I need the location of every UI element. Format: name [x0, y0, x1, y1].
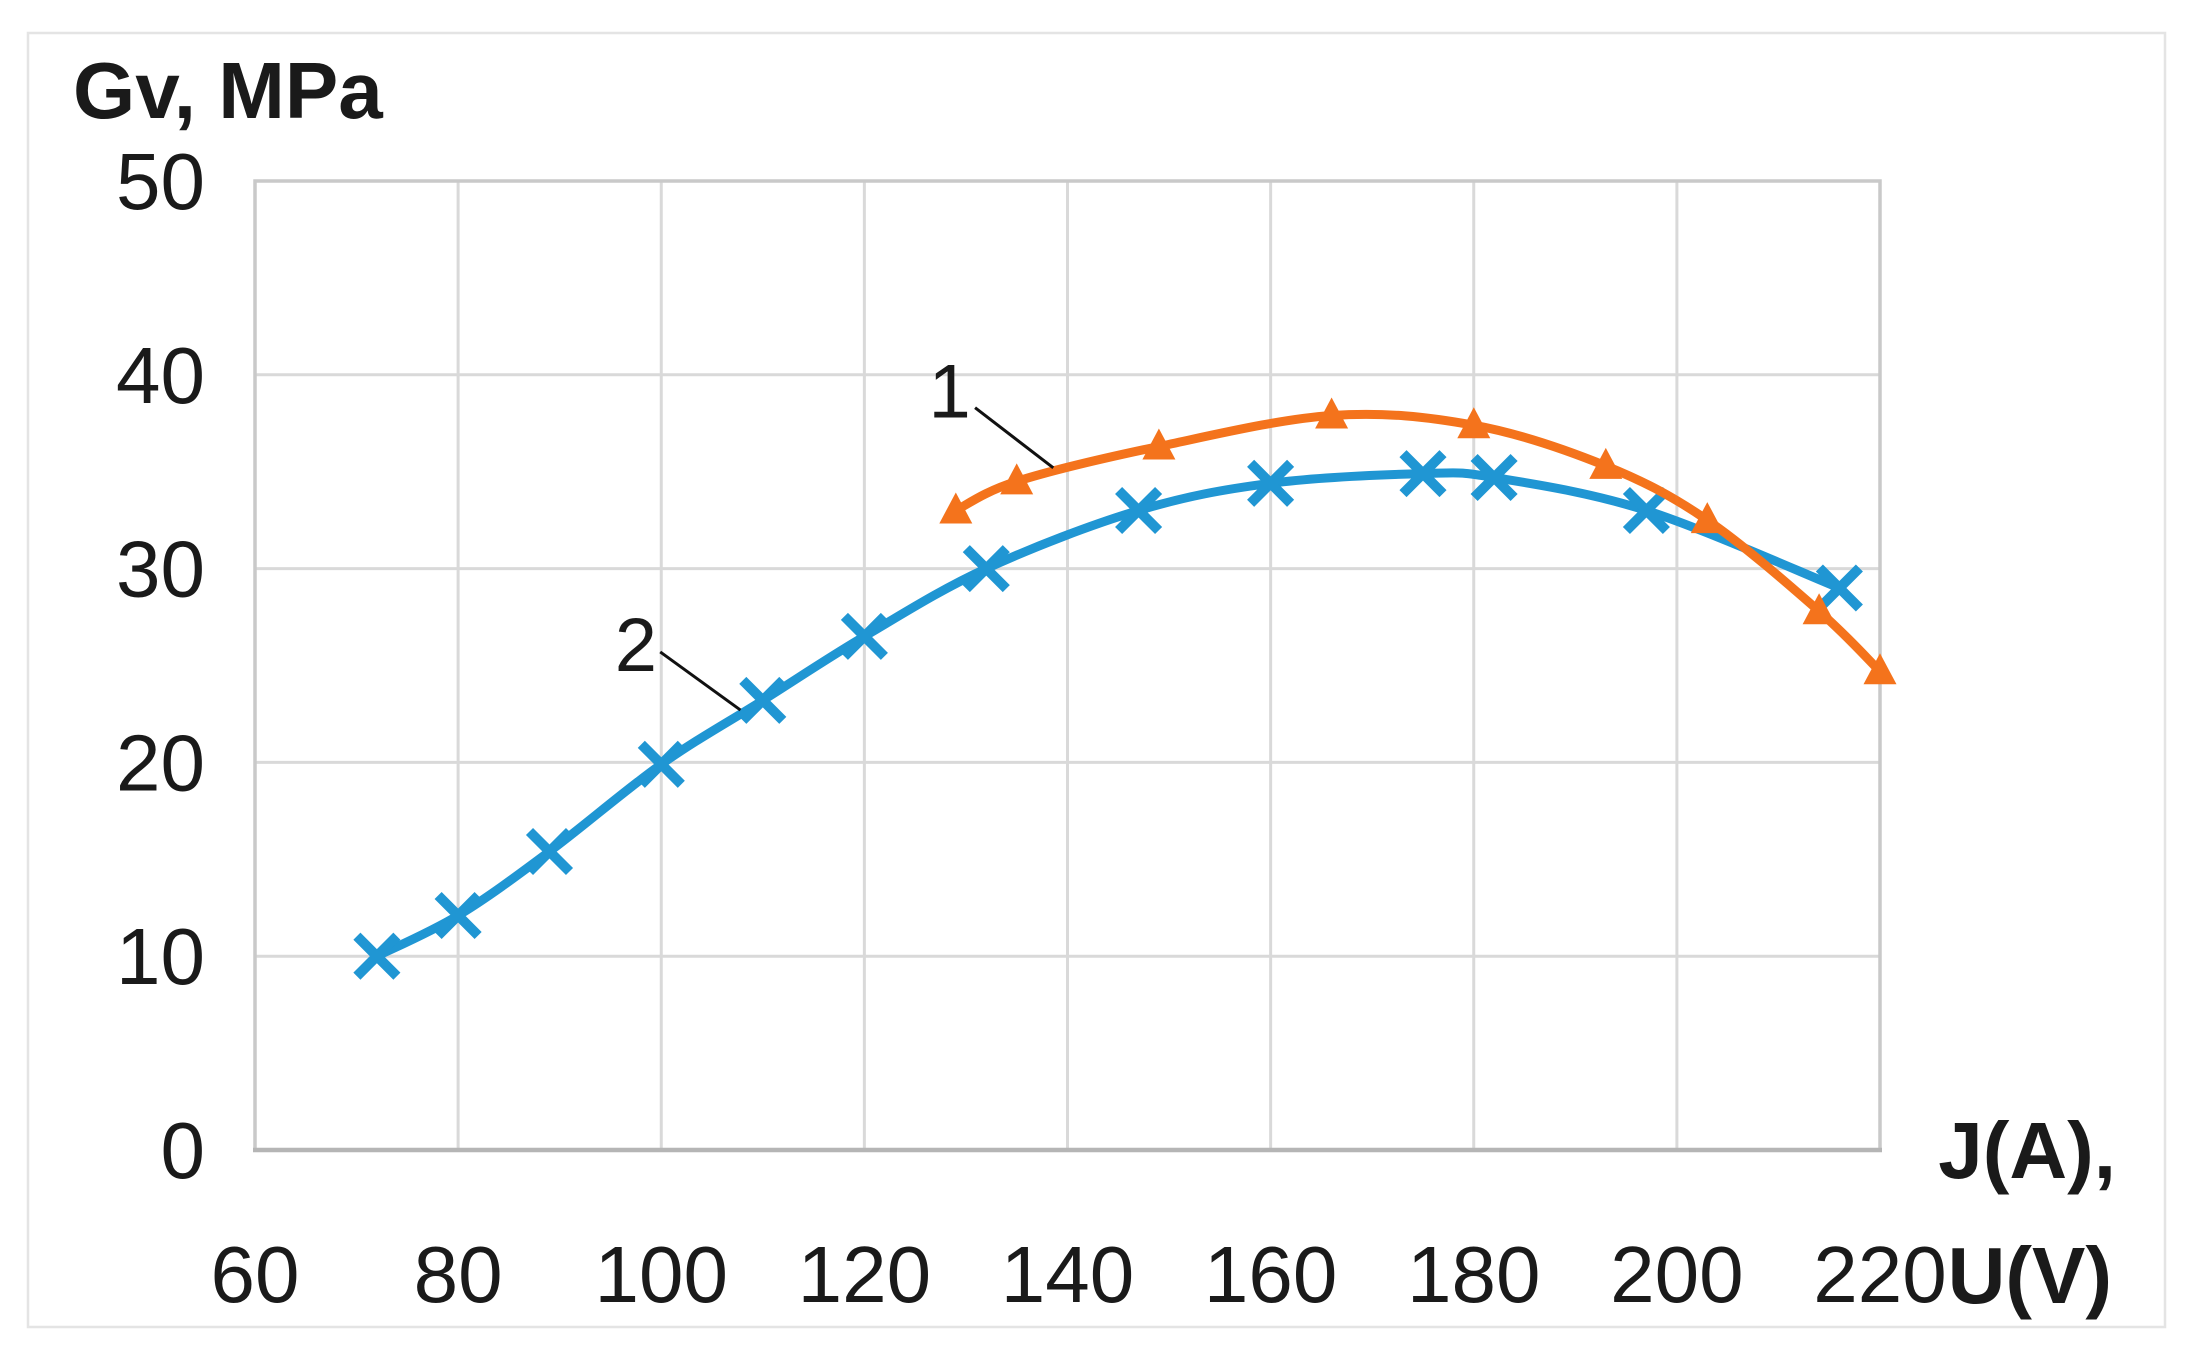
y-tick-label: 20 — [116, 718, 205, 807]
series-2-marker-x — [1470, 453, 1518, 502]
series-2-marker-x — [434, 891, 482, 940]
y-tick-label: 40 — [116, 331, 205, 420]
series-1-marker-triangle — [939, 492, 973, 524]
series-1-marker-triangle — [1315, 397, 1349, 429]
x-axis-title-line1: J(A), — [1938, 1106, 2116, 1195]
series-1-marker-triangle — [1457, 407, 1491, 439]
series-2-curve — [372, 468, 1844, 961]
x-tick-label: 60 — [211, 1230, 300, 1319]
series-1-marker-triangle — [1589, 447, 1623, 479]
figure-frame — [26, 31, 2167, 1329]
series-2-marker-x — [637, 740, 685, 788]
tick-labels-layer: 60 80 100 120 140 160 180 200 220 0 10 20 30 40 50 — [116, 137, 1947, 1319]
grid-layer — [253, 179, 1882, 1153]
series-1-marker-triangle — [1863, 653, 1897, 685]
x-tick-label: 180 — [1407, 1230, 1540, 1319]
annotation-2-leader — [659, 650, 742, 712]
series-2-marker-x — [840, 612, 888, 660]
x-tick-label: 220 — [1813, 1230, 1946, 1319]
x-tick-label: 140 — [1001, 1230, 1134, 1319]
figure-border — [26, 31, 2167, 1329]
series-2-marker-x — [1115, 486, 1163, 535]
annotation-1-label: 1 — [929, 349, 971, 434]
y-axis-title: Gv, MPa — [73, 46, 383, 135]
annotation-1-leader — [974, 406, 1055, 470]
series-2-marker-x — [962, 545, 1010, 593]
y-tick-label: 50 — [116, 137, 205, 226]
series-2-marker-x — [739, 676, 787, 724]
series-2-marker-x — [525, 827, 574, 876]
y-tick-label: 0 — [161, 1106, 206, 1195]
annotation-layer: 12 — [615, 349, 1055, 712]
series-1-marker-triangle — [1142, 428, 1176, 460]
series-2-marker-x — [1399, 450, 1447, 498]
series-2-marker-x — [1622, 486, 1670, 535]
series-1-marker-triangle — [1802, 593, 1836, 625]
x-axis-title-line2: U(V) — [1948, 1231, 2112, 1320]
annotation-2-label: 2 — [615, 603, 657, 688]
series-1-curve — [951, 409, 1885, 676]
series-layer — [353, 397, 1897, 980]
x-tick-label: 160 — [1204, 1230, 1337, 1319]
x-tick-label: 100 — [595, 1230, 728, 1319]
x-tick-label: 200 — [1610, 1230, 1743, 1319]
series-2-marker-x — [1815, 564, 1863, 612]
x-tick-label: 80 — [414, 1230, 503, 1319]
series-2-marker-x — [353, 932, 401, 980]
y-tick-label: 30 — [116, 525, 205, 614]
series-1-marker-triangle — [1000, 463, 1034, 495]
y-tick-label: 10 — [116, 912, 205, 1001]
series-2-marker-x — [1247, 459, 1295, 507]
x-tick-label: 120 — [798, 1230, 931, 1319]
series-1-marker-triangle — [1690, 502, 1724, 534]
